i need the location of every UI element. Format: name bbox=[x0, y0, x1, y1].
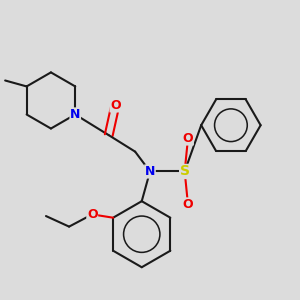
Text: N: N bbox=[145, 165, 155, 178]
Text: O: O bbox=[183, 132, 193, 145]
Text: N: N bbox=[70, 108, 80, 121]
Text: S: S bbox=[180, 164, 190, 178]
Text: O: O bbox=[87, 208, 98, 221]
Text: O: O bbox=[183, 198, 193, 211]
Text: O: O bbox=[110, 99, 121, 112]
